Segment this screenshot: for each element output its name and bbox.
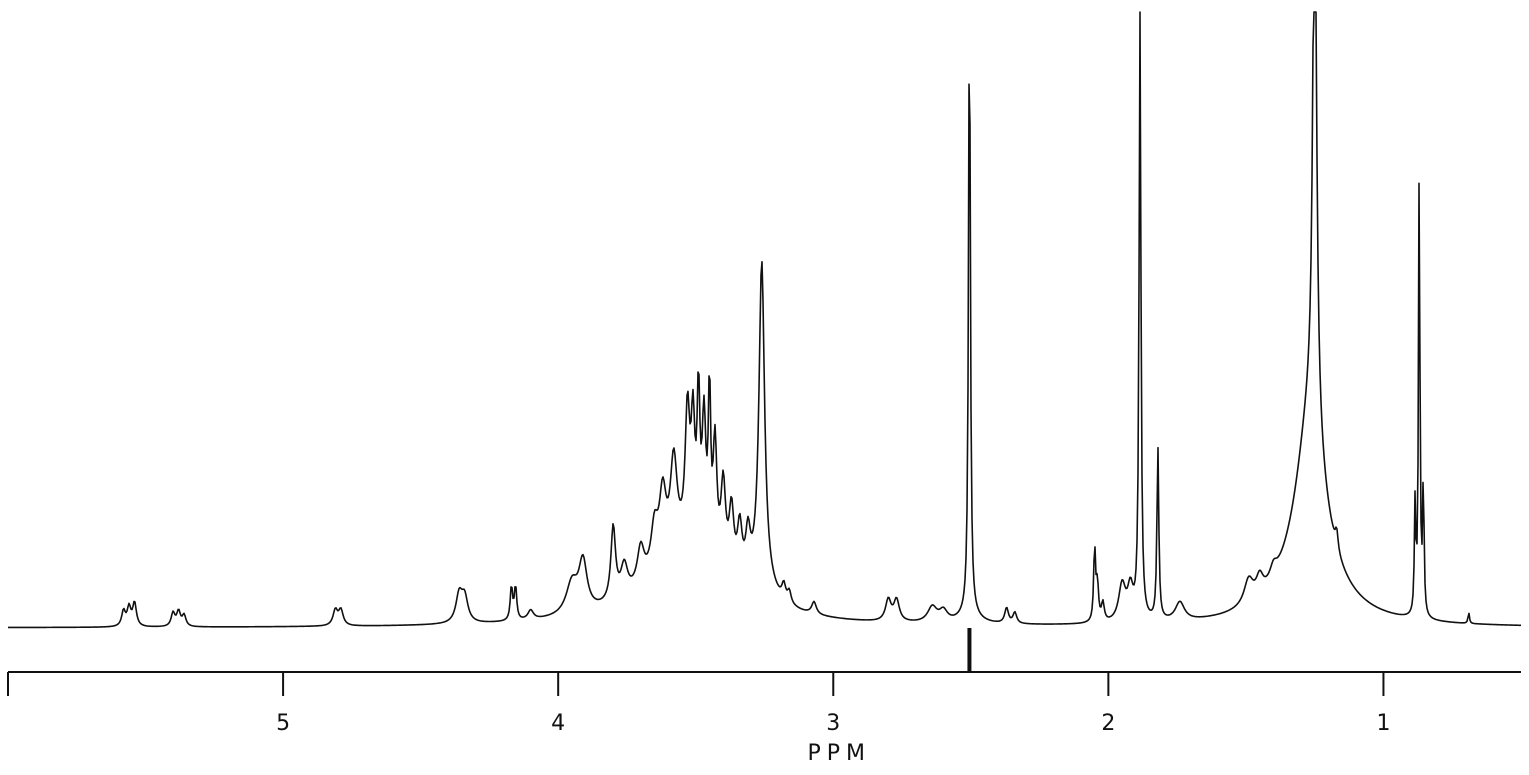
series-line-spectrum <box>8 11 1522 629</box>
x-ticks <box>7 672 1385 696</box>
x-axis: 5 4 3 2 1 PPM <box>7 671 1521 766</box>
x-tick-label: 2 <box>1101 711 1115 736</box>
x-tick-label: 4 <box>551 711 565 736</box>
plot-area <box>8 11 1522 672</box>
x-tick-label: 3 <box>826 711 840 736</box>
x-tick-label: 1 <box>1376 711 1390 736</box>
x-tick-labels: 5 4 3 2 1 <box>276 711 1390 736</box>
x-tick-label: 5 <box>276 711 290 736</box>
x-axis-title: PPM <box>808 741 872 766</box>
